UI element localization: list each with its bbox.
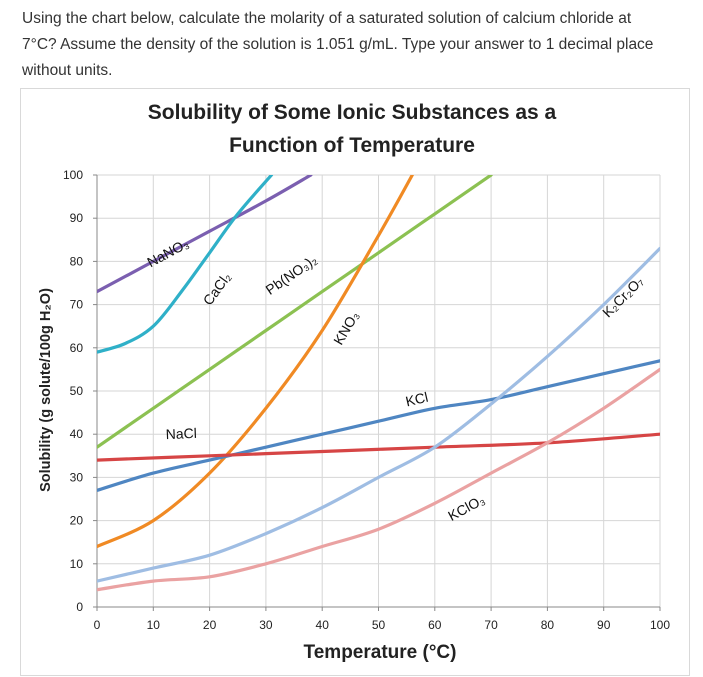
series-line-2 (97, 175, 493, 449)
x-tick-label: 0 (94, 618, 101, 632)
x-tick-label: 50 (372, 618, 386, 632)
y-tick-label: 90 (70, 211, 84, 225)
y-tick-label: 50 (70, 384, 84, 398)
series-line-6 (97, 246, 660, 583)
x-tick-label: 70 (484, 618, 498, 632)
x-tick-label: 80 (541, 618, 555, 632)
y-tick-label: 80 (70, 254, 84, 268)
y-tick-label: 20 (70, 514, 84, 528)
x-tick-label: 20 (203, 618, 217, 632)
series-line-4 (97, 359, 660, 492)
series-line-0 (97, 175, 313, 294)
series-label: KNO₃ (330, 308, 362, 347)
series-label: CaCl₂ (200, 269, 234, 308)
series-line-7 (97, 367, 660, 592)
series-label: NaCl (165, 425, 197, 442)
x-tick-label: 60 (428, 618, 442, 632)
y-axis-label: Solubility (g solute/100g H₂O) (38, 288, 54, 492)
chart-subtitle: Function of Temperature (229, 134, 475, 157)
x-tick-label: 100 (650, 618, 670, 632)
question-text: Using the chart below, calculate the mol… (22, 6, 692, 84)
x-tick-label: 40 (316, 618, 330, 632)
series-line-1 (97, 175, 274, 354)
chart-panel (20, 88, 690, 676)
y-tick-label: 10 (70, 557, 84, 571)
series-label: Pb(NO₃)₂ (263, 251, 320, 297)
series-label: NaNO₃ (144, 235, 191, 270)
series-line-5 (97, 432, 660, 462)
series-label: K₂Cr₂O₇ (599, 273, 646, 320)
x-axis-label: Temperature (°C) (304, 642, 457, 663)
x-tick-label: 30 (259, 618, 273, 632)
y-tick-label: 0 (76, 600, 83, 614)
x-tick-label: 90 (597, 618, 611, 632)
y-tick-label: 100 (63, 168, 83, 182)
y-tick-label: 60 (70, 341, 84, 355)
y-tick-label: 30 (70, 470, 84, 484)
chart-title: Solubility of Some Ionic Substances as a (148, 101, 557, 124)
series-label: KCl (404, 389, 430, 410)
x-tick-label: 10 (147, 618, 161, 632)
tick-labels: 0 10 20 30 40 50 60 70 80 90 100 0 10 20 30 40 50 60 70 80 9… (63, 168, 670, 632)
series-line-3 (97, 175, 414, 549)
y-tick-label: 40 (70, 427, 84, 441)
axes (93, 174, 661, 611)
series-lines (97, 175, 660, 592)
question-line-2: 7°C? Assume the density of the solution … (22, 36, 654, 53)
question-line-1: Using the chart below, calculate the mol… (22, 10, 632, 27)
question-line-3: without units. (22, 62, 113, 79)
y-tick-label: 70 (70, 298, 84, 312)
